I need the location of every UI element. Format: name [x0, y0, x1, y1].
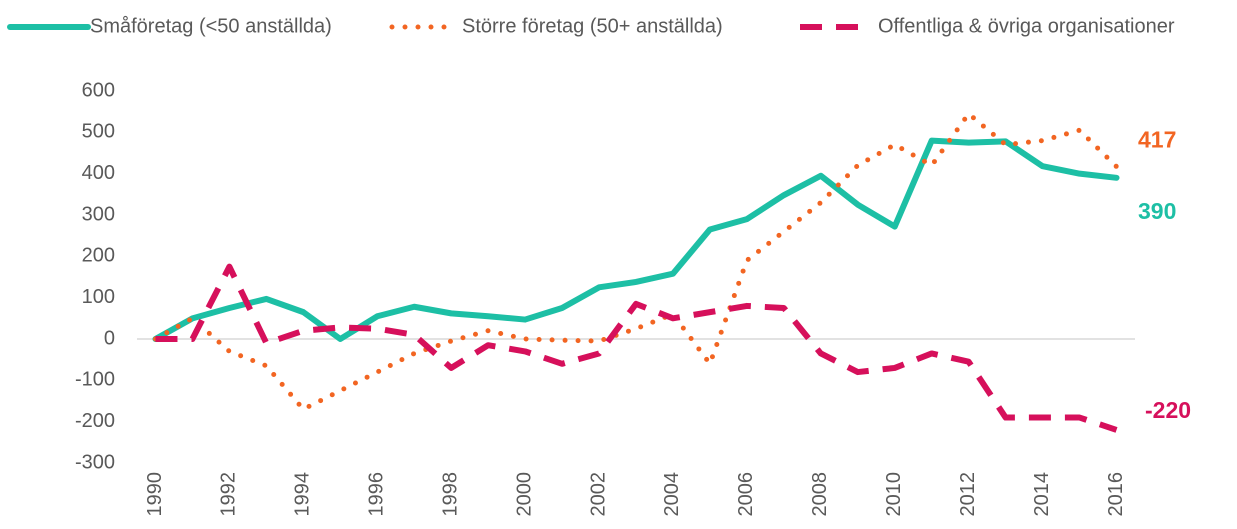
x-tick-label: 2016 — [1105, 472, 1127, 517]
y-tick-label: 500 — [82, 121, 115, 143]
y-tick-label: 200 — [82, 245, 115, 267]
y-tick-label: -300 — [75, 451, 115, 473]
y-tick-label: 100 — [82, 286, 115, 308]
x-tick-label: 2004 — [661, 472, 683, 517]
y-tick-label: -200 — [75, 410, 115, 432]
y-tick-label: 300 — [82, 203, 115, 225]
series-line — [152, 137, 1120, 342]
x-tick-label: 2008 — [809, 472, 831, 517]
x-tick-label: 1996 — [366, 472, 388, 517]
x-tick-label: 2002 — [587, 472, 609, 517]
data-label: 390 — [1138, 198, 1176, 224]
legend-label: Offentliga & övriga organisationer — [878, 15, 1175, 37]
x-tick-label: 2006 — [735, 472, 757, 517]
x-tick-label: 2010 — [883, 472, 905, 517]
x-tick-label: 2012 — [957, 472, 979, 517]
x-tick-label: 1998 — [439, 472, 461, 517]
y-tick-label: -100 — [75, 369, 115, 391]
legend-label: Större företag (50+ anställda) — [462, 15, 723, 37]
legend-label: Småföretag (<50 anställda) — [90, 15, 332, 37]
y-tick-label: 600 — [82, 79, 115, 101]
x-tick-label: 1990 — [144, 472, 166, 517]
y-tick-label: 0 — [104, 327, 115, 349]
x-tick-label: 2014 — [1031, 472, 1053, 517]
data-label: 417 — [1138, 127, 1176, 153]
x-tick-label: 2000 — [513, 472, 535, 517]
series-line — [152, 111, 1120, 412]
series-line — [155, 263, 1118, 433]
y-tick-label: 400 — [82, 162, 115, 184]
x-tick-label: 1992 — [218, 472, 240, 517]
data-label: -220 — [1145, 397, 1191, 423]
x-tick-label: 1994 — [292, 472, 314, 517]
